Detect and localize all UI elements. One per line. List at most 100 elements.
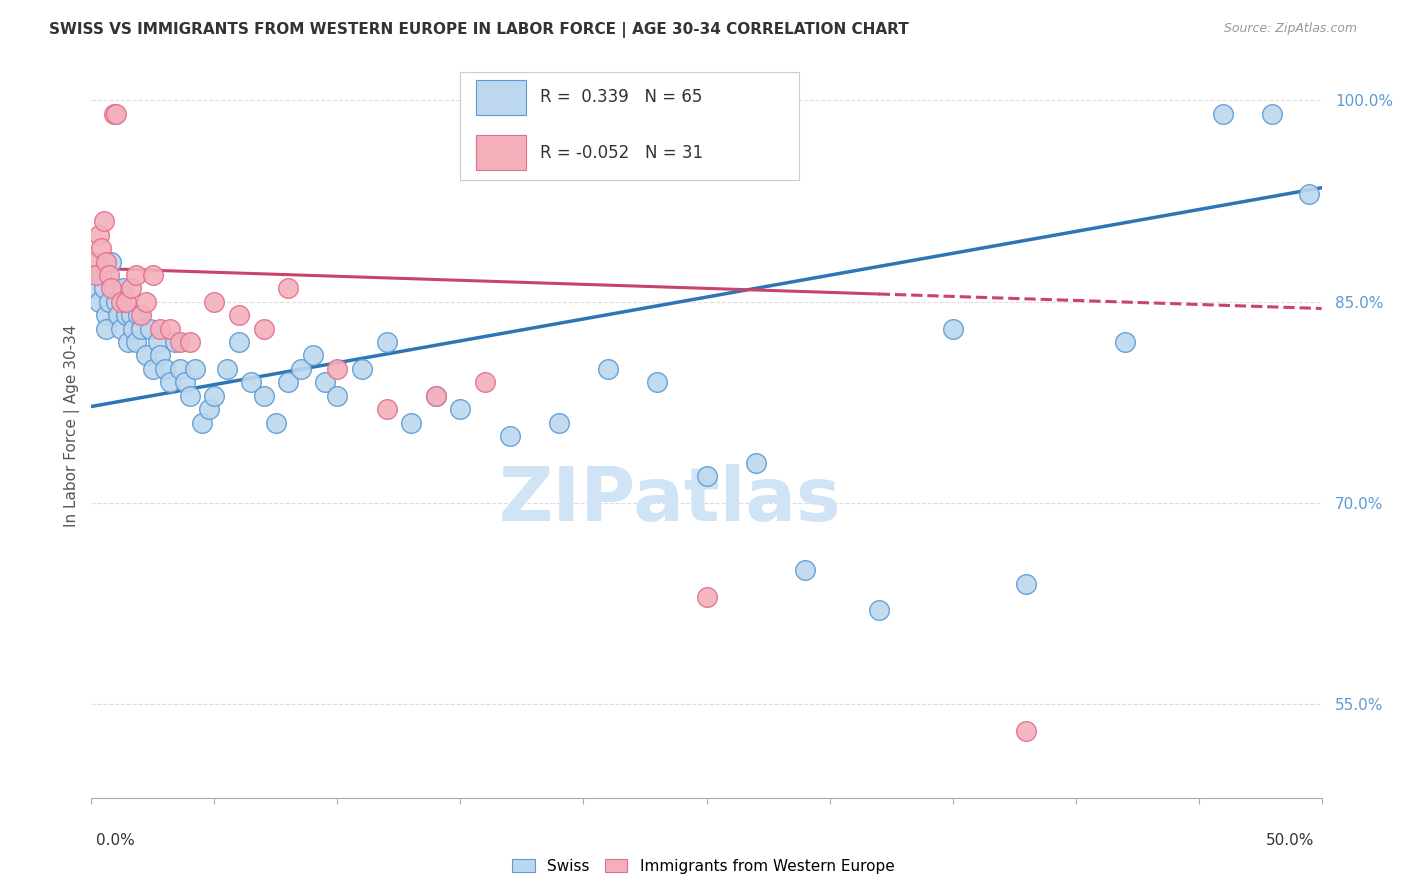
Point (793, 563, 815, 577)
Point (163, 334, 186, 349)
Point (326, 362, 349, 376)
Y-axis label: In Labor Force | Age 30-34: In Labor Force | Age 30-34 (65, 325, 80, 527)
Point (96, 254, 117, 268)
Point (129, 308, 152, 322)
Point (1015, 724, 1038, 739)
Point (277, 376, 299, 390)
Point (112, 281, 135, 295)
Point (107, 308, 129, 322)
Point (146, 334, 169, 349)
Point (202, 389, 225, 403)
Point (83, 254, 105, 268)
Point (149, 349, 172, 363)
FancyBboxPatch shape (477, 135, 526, 170)
Point (183, 362, 207, 376)
FancyBboxPatch shape (477, 79, 526, 115)
Point (547, 416, 569, 430)
Point (498, 429, 520, 443)
Point (127, 308, 149, 322)
Point (149, 321, 172, 335)
Text: Source: ZipAtlas.com: Source: ZipAtlas.com (1223, 22, 1357, 36)
Text: R = -0.052   N = 31: R = -0.052 N = 31 (540, 144, 703, 161)
Point (87, 294, 110, 309)
Point (228, 334, 250, 349)
Point (117, 334, 139, 349)
Text: SWISS VS IMMIGRANTS FROM WESTERN EUROPE IN LABOR FORCE | AGE 30-34 CORRELATION C: SWISS VS IMMIGRANTS FROM WESTERN EUROPE … (49, 22, 908, 38)
Point (169, 334, 191, 349)
Point (93, 281, 115, 295)
Point (129, 321, 152, 335)
Point (135, 349, 156, 363)
Point (375, 334, 398, 349)
Text: 50.0%: 50.0% (1267, 833, 1315, 847)
Point (120, 308, 142, 322)
Point (1212, 107, 1234, 121)
Text: 0.0%: 0.0% (96, 833, 135, 847)
Point (179, 389, 201, 403)
Legend: Swiss, Immigrants from Western Europe: Swiss, Immigrants from Western Europe (506, 853, 900, 880)
Point (100, 254, 122, 268)
Point (425, 389, 447, 403)
Point (1114, 334, 1136, 349)
Point (264, 416, 287, 430)
Point (695, 469, 717, 483)
Point (449, 402, 471, 417)
Point (253, 389, 276, 403)
Point (124, 268, 146, 282)
Point (474, 376, 496, 390)
Point (941, 321, 963, 335)
Point (314, 376, 336, 390)
Point (253, 321, 276, 335)
Point (96, 308, 117, 322)
Point (375, 402, 398, 417)
Point (135, 294, 156, 309)
Point (142, 268, 165, 282)
Point (228, 308, 250, 322)
Point (352, 362, 374, 376)
Point (93, 214, 115, 228)
Point (90, 268, 112, 282)
Point (87, 227, 110, 242)
Point (191, 416, 214, 430)
Point (202, 294, 225, 309)
Point (1015, 576, 1038, 591)
Point (97, 268, 120, 282)
Point (103, 107, 125, 121)
Point (142, 362, 165, 376)
Point (425, 389, 447, 403)
Point (215, 362, 238, 376)
Point (96, 321, 117, 335)
Point (139, 321, 162, 335)
Point (122, 321, 145, 335)
Point (1261, 107, 1284, 121)
Point (90, 241, 112, 255)
Point (198, 402, 221, 417)
Point (83, 268, 105, 282)
Point (326, 389, 349, 403)
Point (159, 376, 181, 390)
Point (86, 281, 108, 295)
Point (240, 376, 263, 390)
Point (110, 321, 132, 335)
Point (110, 294, 132, 309)
Point (100, 281, 122, 295)
Text: R =  0.339   N = 65: R = 0.339 N = 65 (540, 88, 703, 106)
Point (103, 281, 125, 295)
Point (124, 334, 146, 349)
Point (114, 308, 138, 322)
FancyBboxPatch shape (460, 72, 799, 180)
Point (159, 321, 181, 335)
Point (745, 456, 768, 470)
Point (277, 281, 299, 295)
Point (86, 268, 108, 282)
Point (645, 376, 669, 390)
Point (114, 294, 138, 309)
Point (301, 349, 323, 363)
Point (174, 376, 197, 390)
Point (290, 362, 312, 376)
Point (399, 416, 422, 430)
Point (97, 294, 120, 309)
Point (695, 590, 717, 604)
Point (153, 362, 177, 376)
Point (596, 362, 619, 376)
